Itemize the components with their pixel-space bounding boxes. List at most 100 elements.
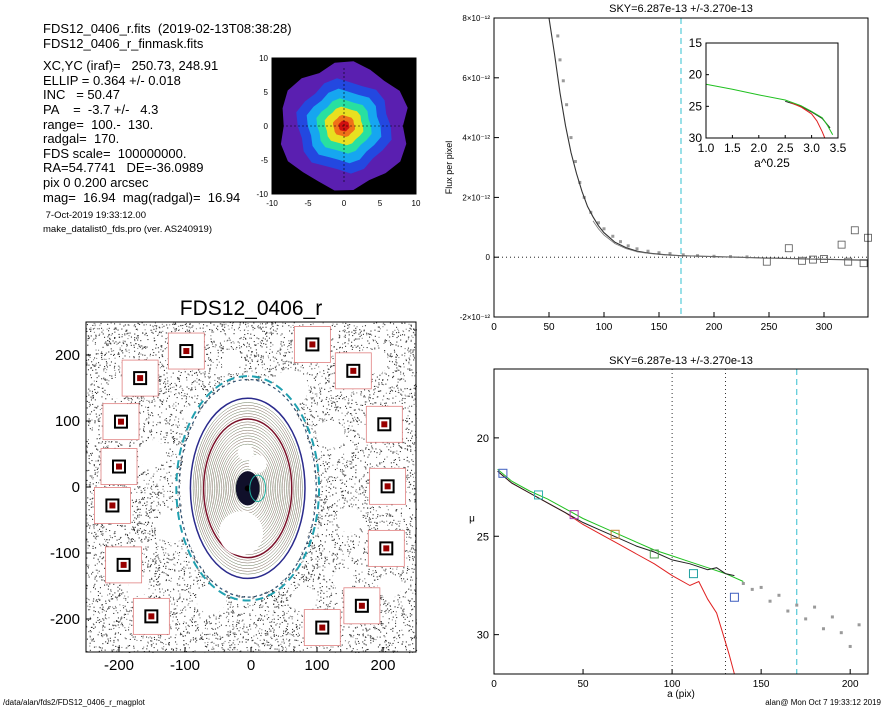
footer-user-time: alan@ Mon Oct 7 19:33:12 2019 — [765, 698, 881, 707]
thumb-xtick-label: 10 — [412, 199, 421, 208]
mu-square-point — [534, 490, 544, 500]
flux-ylabel: Flux per pixel — [444, 141, 454, 195]
image-star-core — [319, 624, 326, 631]
image-mask-blob — [248, 454, 267, 473]
thumb-xtick-label: -10 — [266, 199, 278, 208]
mu-point — [768, 599, 772, 603]
flux-point — [635, 247, 639, 251]
flux-square-point — [809, 255, 817, 264]
inset-xtick-label: 2.5 — [777, 141, 794, 155]
flux-xtick-label: 50 — [543, 322, 555, 333]
image-title: FDS12_0406_r — [180, 297, 322, 320]
flux-point — [619, 240, 622, 244]
thumb-ytick-label: 0 — [264, 122, 269, 131]
flux-point — [745, 255, 749, 259]
image-mask-blob — [332, 568, 355, 591]
flux-point — [561, 79, 565, 83]
flux-point — [668, 252, 672, 256]
image-ytick-label: 0 — [72, 479, 80, 496]
flux-ytick-label: 6×10⁻¹² — [462, 74, 490, 83]
param-line: FDS scale= 100000000. — [43, 145, 187, 161]
image-xtick-label: 0 — [247, 657, 255, 674]
mu-ytick-label: 30 — [477, 630, 489, 642]
mu-point — [741, 581, 745, 585]
image-xtick-label: 200 — [370, 657, 395, 674]
image-ellipse-range-inner — [202, 418, 293, 559]
thumb-ytick-label: -5 — [261, 156, 269, 165]
mu-point — [848, 644, 852, 648]
run-date: 7-Oct-2019 19:33:12.00 — [43, 210, 146, 222]
image-mask-blob — [290, 586, 317, 613]
flux-ytick-label: -2×10⁻¹² — [460, 313, 491, 322]
image-star-core — [358, 602, 365, 609]
header-line: FDS12_0406_r.fits (2019-02-13T08:38:28) — [43, 21, 292, 36]
image-isophote — [233, 466, 262, 511]
image-star-core — [350, 367, 357, 374]
image-star-core — [183, 348, 190, 355]
param-line: range= 100.- 130. — [43, 116, 154, 132]
mu-ytick-label: 25 — [477, 531, 489, 543]
inset-xlabel: a^0.25 — [754, 156, 790, 170]
flux-profile-alt — [592, 220, 869, 261]
flux-xtick-label: 150 — [651, 322, 668, 333]
flux-point — [556, 34, 560, 38]
mu-square-point — [498, 468, 508, 478]
image-galaxy-center — [244, 485, 251, 492]
mu-point — [777, 593, 781, 597]
param-line: mag= 16.94 mag(radgal)= 16.94 — [43, 189, 241, 205]
image-xtick-label: -100 — [170, 657, 200, 674]
flux-square-point — [844, 257, 853, 266]
mu-point — [795, 603, 799, 607]
flux-title: SKY=6.287e-13 +/-3.270e-13 — [609, 3, 753, 15]
image-mask-blob — [316, 420, 345, 449]
info-panel: FDS12_0406_r.fits (2019-02-13T08:38:28) … — [43, 21, 292, 237]
param-line: INC = 50.47 — [43, 87, 120, 103]
inset-xtick-label: 3.5 — [830, 141, 847, 155]
image-isophote — [192, 402, 303, 575]
header-line: FDS12_0406_r_finmask.fits — [43, 35, 204, 51]
param-line: RA=54.7741 DE=-36.0989 — [43, 160, 204, 176]
flux-point — [611, 234, 615, 238]
image-ellipse-range-outer — [189, 397, 306, 580]
mu-point — [821, 627, 825, 631]
flux-square-point — [859, 259, 868, 268]
image-star-core — [137, 375, 144, 382]
thumb-ytick-label: -10 — [256, 190, 268, 199]
flux-xtick-label: 250 — [761, 322, 778, 333]
flux-ytick-label: 8×10⁻¹² — [462, 14, 490, 23]
flux-xtick-label: 100 — [596, 322, 613, 333]
image-star-core — [109, 502, 116, 509]
mu-point — [839, 631, 843, 635]
image-mask-blob — [237, 444, 254, 461]
image-ytick-label: 200 — [55, 347, 80, 364]
mu-point — [804, 617, 808, 621]
inset-red-line — [790, 102, 826, 139]
flux-square-point — [762, 257, 771, 266]
flux-ytick-label: 2×10⁻¹² — [462, 193, 490, 202]
mu-ytick-label: 20 — [477, 433, 489, 445]
thumb-ytick-label: 10 — [259, 54, 268, 63]
flux-point — [646, 249, 650, 253]
mu-xtick-label: 50 — [577, 679, 589, 690]
image-mask-blob — [138, 440, 166, 468]
image-ellipse-radgal-inner — [178, 378, 317, 598]
flux-square-point — [820, 255, 828, 263]
thumb-xtick-label: 0 — [342, 199, 347, 208]
image-mask-blob — [221, 351, 242, 372]
mu-ylabel: μ — [469, 514, 475, 525]
image-isophote — [196, 407, 299, 569]
thumb-ytick-label: 5 — [264, 88, 269, 97]
image-isophote — [194, 405, 301, 572]
mu-xtick-label: 0 — [491, 679, 497, 690]
flux-point — [602, 227, 606, 231]
param-line: XC,YC (iraf)= 250.73, 248.91 — [43, 58, 219, 74]
flux-xtick-label: 200 — [706, 322, 723, 333]
thumb-xtick-label: 5 — [378, 199, 383, 208]
mu-point — [759, 585, 763, 589]
flux-ytick-label: 0 — [486, 253, 491, 262]
mu-red-line — [497, 470, 735, 675]
mu-xtick-label: 150 — [753, 679, 770, 690]
inset-xtick-label: 2.0 — [750, 141, 767, 155]
image-ytick-label: 100 — [55, 413, 80, 430]
inset-green-line — [705, 83, 834, 136]
